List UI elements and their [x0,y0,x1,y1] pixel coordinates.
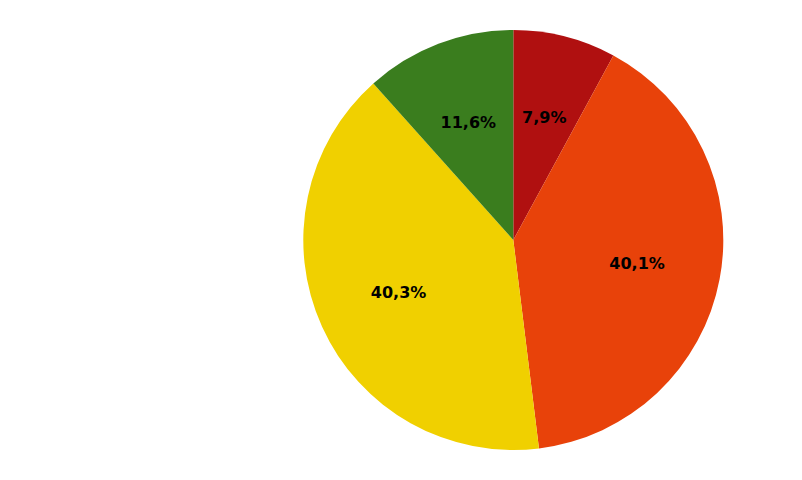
pie-slice [513,55,723,448]
pie-slices [303,30,723,450]
chart-svg: 7,9% 40,1% 40,3% 11,6% [0,0,802,480]
pie-slice [373,30,513,240]
data-label: 11,6% [441,113,497,132]
data-label: 40,1% [609,254,665,273]
chart-container: 7,9% 40,1% 40,3% 11,6% [0,0,802,480]
data-label: 40,3% [371,283,427,302]
data-label: 7,9% [522,108,566,127]
data-labels: 7,9% 40,1% 40,3% 11,6% [371,108,665,301]
